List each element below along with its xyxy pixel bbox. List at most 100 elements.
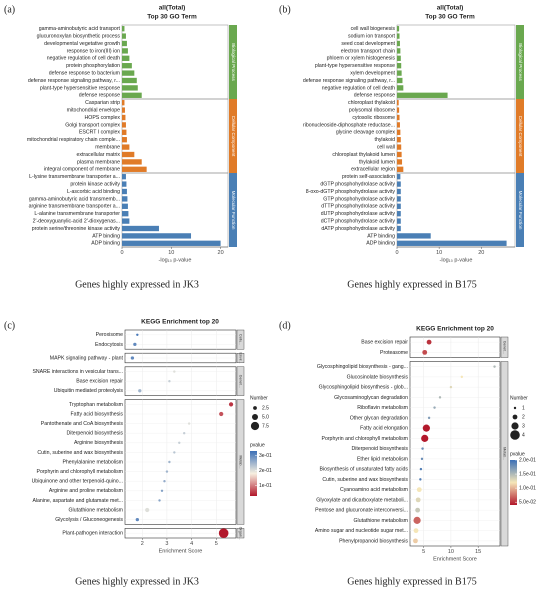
bar (397, 40, 400, 47)
category-label: sodium ion transport (348, 33, 396, 39)
group-strip (516, 25, 524, 99)
category-label: Porphyrin and chlorophyll metabolism (321, 436, 408, 442)
bar (122, 218, 130, 224)
category-label: Cyanoamino acid metabolism (340, 487, 408, 493)
dot (165, 470, 169, 473)
category-label: electron transport chain (341, 48, 395, 54)
dot (419, 478, 422, 481)
category-label: Peroxisome (96, 332, 124, 338)
size-legend-dot (253, 406, 257, 410)
size-legend-dot (511, 422, 519, 430)
category-label: extracellular region (351, 167, 395, 173)
x-axis-label: Enrichment Score (433, 556, 477, 562)
category-label: Tryptophan metabolism (69, 402, 123, 408)
bar (397, 211, 401, 217)
size-legend-dot (512, 414, 518, 420)
category-label: defense response signaling pathway, r... (28, 78, 120, 84)
dot (427, 416, 431, 420)
chart-title: KEGG Enrichment top 20 (416, 326, 494, 333)
chart-title: KEGG Enrichment top 20 (141, 319, 219, 326)
category-label: negative regulation of cell death (322, 85, 395, 91)
bar (397, 151, 402, 158)
bar (397, 181, 401, 187)
category-label: Fatty acid biosynthesis (71, 411, 124, 417)
bar (397, 63, 402, 69)
size-legend-label: 4 (522, 432, 525, 438)
category-label: defense response to bacterium (49, 70, 120, 76)
dot (163, 480, 166, 483)
colorbar-label: 3e-01 (259, 453, 272, 459)
category-label: response to iron(III) ion (67, 48, 120, 54)
category-label: dATP phosphohydrolase activity (321, 226, 395, 232)
dot (438, 396, 442, 399)
x-tick-label: 10 (436, 250, 442, 256)
category-label: Glutathione metabolism (354, 518, 409, 524)
bar (397, 70, 402, 76)
bar (122, 181, 127, 187)
facet-strip (236, 399, 245, 525)
category-label: defense response (354, 93, 395, 99)
caption: Genes highly expressed in JK3 (75, 576, 199, 587)
size-legend-title: Number (250, 395, 268, 401)
dot (460, 375, 464, 379)
category-label: Glutathione metabolism (69, 507, 124, 513)
colorbar-label: 1.5e-01 (519, 471, 536, 477)
bar (122, 55, 130, 61)
bar (122, 225, 159, 232)
category-label: extracellular matrix (76, 152, 120, 158)
category-label: glucuronoxylan biosynthetic process (37, 33, 121, 39)
group-label: Biological Process (518, 43, 523, 81)
category-label: cell wall (377, 144, 395, 150)
dot (183, 432, 186, 435)
category-label: Alanine, aspartate and glutamate met... (32, 498, 123, 504)
dot (413, 538, 418, 544)
dot (135, 517, 139, 522)
dot (187, 422, 191, 425)
category-label: Base excision repair (361, 340, 408, 346)
bar (397, 114, 400, 121)
bar (122, 166, 147, 172)
category-label: plasma membrane (77, 159, 120, 165)
chart-title: all(Total) (437, 5, 464, 12)
category-label: dTTP phosphohydrolase activity (321, 204, 395, 210)
x-tick-label: 10 (168, 250, 174, 256)
bar (122, 26, 125, 32)
bar (397, 218, 401, 224)
category-label: plant-type hypersensitive response (40, 85, 120, 91)
bar (397, 196, 401, 202)
dot (413, 516, 421, 524)
category-label: Diterpenoid biosynthesis (66, 431, 123, 437)
colorbar-label: 2e-01 (259, 468, 272, 474)
size-legend-label: 1 (522, 405, 525, 411)
bar (122, 159, 142, 165)
bar (122, 196, 128, 202)
category-label: mitochondrial envelope (67, 107, 120, 113)
x-tick-label: 10 (448, 549, 454, 555)
bar (397, 203, 401, 209)
bar (397, 137, 401, 143)
category-label: 2'-deoxyguanylic-acid 2'-dioxygenas... (33, 218, 120, 224)
facet-panel (409, 361, 501, 547)
category-label: Glucosinolate biosynthesis (347, 374, 409, 380)
bar (397, 77, 403, 84)
group-label: Molecular Function (231, 191, 236, 230)
category-label: Cutin, suberine and wax biosynthesis (322, 477, 408, 483)
category-label: arginine transmembrane transporter a... (29, 204, 120, 210)
bar (122, 240, 221, 246)
category-label: chloroplast thylakoid (348, 100, 395, 106)
category-label: Ether lipid metabolism (357, 456, 408, 462)
category-label: protein self-association (342, 174, 395, 180)
group-strip (229, 99, 237, 173)
dot (415, 507, 421, 513)
bar (122, 92, 142, 98)
bar (397, 144, 402, 150)
panel-label: (b) (279, 4, 291, 15)
category-label: Ubiquinone and other terpenoid-quino... (32, 479, 123, 485)
dot (130, 356, 135, 360)
category-label: ESCRT I complex (79, 130, 120, 136)
category-label: ADP binding (91, 241, 120, 247)
bar (397, 107, 400, 113)
category-label: cytosolic ribosome (352, 115, 395, 121)
bar (397, 129, 401, 135)
caption: Genes highly expressed in JK3 (75, 279, 199, 290)
